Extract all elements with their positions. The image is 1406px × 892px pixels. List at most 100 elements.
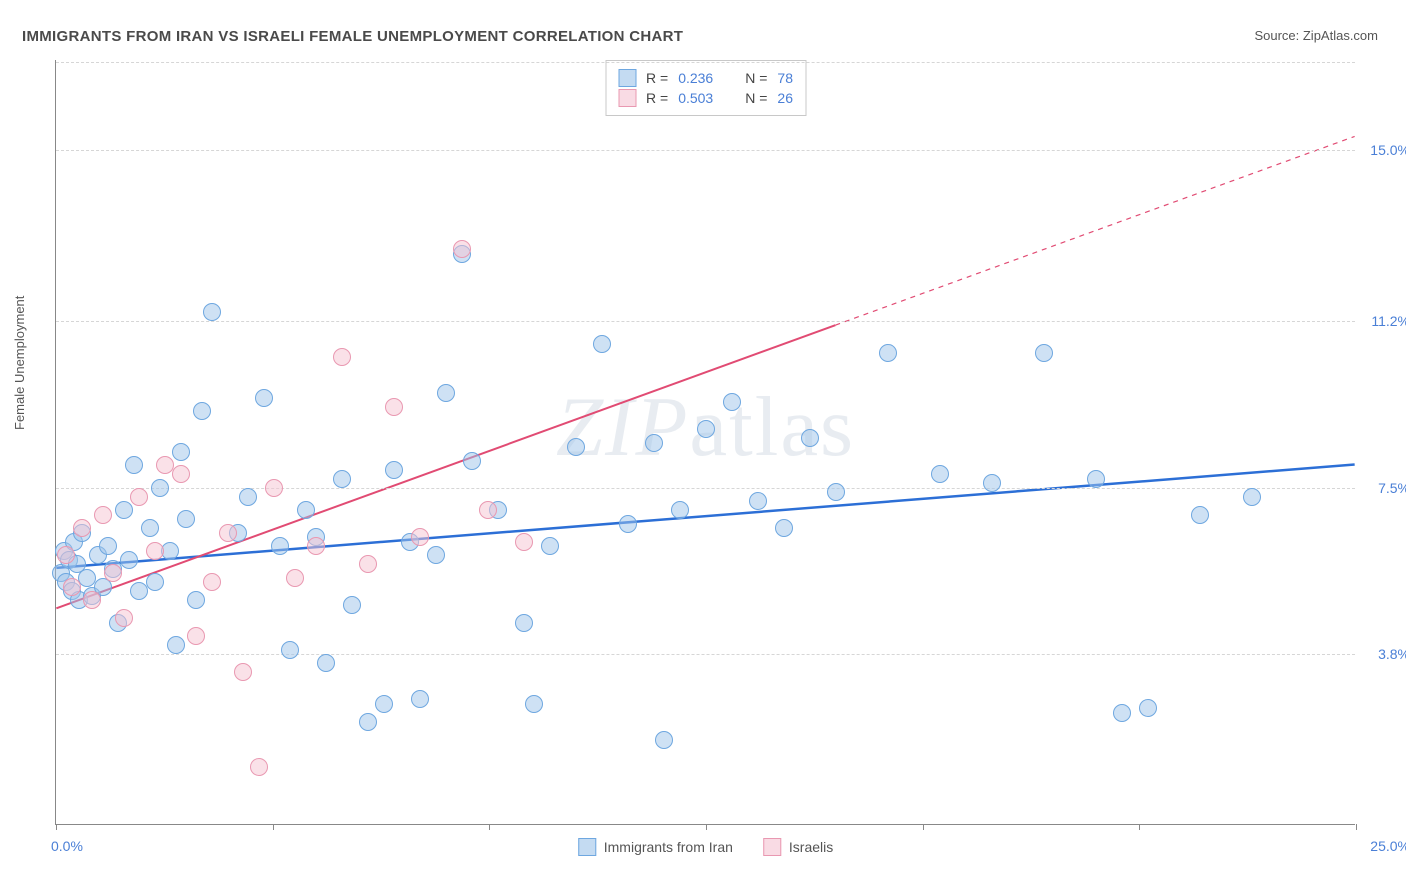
data-point: [187, 591, 205, 609]
legend-swatch: [578, 838, 596, 856]
data-point: [281, 641, 299, 659]
source-attribution: Source: ZipAtlas.com: [1254, 28, 1378, 43]
data-point: [219, 524, 237, 542]
gridline: [56, 321, 1355, 322]
legend-label: Israelis: [789, 839, 833, 855]
y-tick-label: 7.5%: [1360, 480, 1406, 496]
data-point: [385, 398, 403, 416]
data-point: [193, 402, 211, 420]
data-point: [130, 488, 148, 506]
r-value: 0.236: [678, 70, 713, 86]
data-point: [146, 573, 164, 591]
data-point: [63, 578, 81, 596]
data-point: [343, 596, 361, 614]
data-point: [104, 564, 122, 582]
data-point: [567, 438, 585, 456]
x-tick: [923, 824, 924, 830]
y-tick-label: 15.0%: [1360, 142, 1406, 158]
data-point: [187, 627, 205, 645]
data-point: [141, 519, 159, 537]
data-point: [172, 443, 190, 461]
source-prefix: Source:: [1254, 28, 1302, 43]
x-tick: [56, 824, 57, 830]
chart-plot-area: ZIPatlas R =0.236N =78R =0.503N =26 Immi…: [55, 60, 1355, 825]
data-point: [525, 695, 543, 713]
data-point: [161, 542, 179, 560]
legend-swatch: [763, 838, 781, 856]
data-point: [297, 501, 315, 519]
data-point: [177, 510, 195, 528]
data-point: [115, 609, 133, 627]
r-value: 0.503: [678, 90, 713, 106]
data-point: [125, 456, 143, 474]
r-label: R =: [646, 70, 668, 86]
data-point: [250, 758, 268, 776]
data-point: [359, 555, 377, 573]
trend-line: [56, 464, 1354, 567]
data-point: [437, 384, 455, 402]
data-point: [671, 501, 689, 519]
legend-row: R = 0.503 N = 26: [618, 89, 793, 107]
data-point: [1113, 704, 1131, 722]
legend-item: Israelis: [763, 838, 833, 856]
n-label: N =: [745, 70, 767, 86]
x-tick: [706, 824, 707, 830]
data-point: [94, 506, 112, 524]
data-point: [146, 542, 164, 560]
data-point: [271, 537, 289, 555]
data-point: [1087, 470, 1105, 488]
data-point: [1191, 506, 1209, 524]
data-point: [655, 731, 673, 749]
data-point: [385, 461, 403, 479]
data-point: [359, 713, 377, 731]
data-point: [801, 429, 819, 447]
data-point: [120, 551, 138, 569]
data-point: [645, 434, 663, 452]
legend-swatch: [618, 89, 636, 107]
n-value: 26: [777, 90, 793, 106]
data-point: [827, 483, 845, 501]
data-point: [541, 537, 559, 555]
data-point: [57, 546, 75, 564]
gridline: [56, 62, 1355, 63]
legend-item: Immigrants from Iran: [578, 838, 733, 856]
data-point: [463, 452, 481, 470]
data-point: [775, 519, 793, 537]
data-point: [931, 465, 949, 483]
data-point: [151, 479, 169, 497]
x-tick: [273, 824, 274, 830]
data-point: [167, 636, 185, 654]
trend-line-extrapolated: [835, 136, 1354, 325]
data-point: [333, 470, 351, 488]
n-label: N =: [745, 90, 767, 106]
data-point: [1139, 699, 1157, 717]
r-label: R =: [646, 90, 668, 106]
legend-swatch: [618, 69, 636, 87]
data-point: [593, 335, 611, 353]
x-axis-min-label: 0.0%: [51, 838, 83, 854]
data-point: [723, 393, 741, 411]
data-point: [749, 492, 767, 510]
data-point: [286, 569, 304, 587]
data-point: [515, 614, 533, 632]
data-point: [375, 695, 393, 713]
data-point: [479, 501, 497, 519]
legend-row: R =0.236N =78: [618, 69, 793, 87]
data-point: [172, 465, 190, 483]
data-point: [697, 420, 715, 438]
data-point: [427, 546, 445, 564]
series-legend: Immigrants from Iran Israelis: [578, 838, 834, 856]
data-point: [203, 573, 221, 591]
x-axis-max-label: 25.0%: [1370, 838, 1406, 854]
gridline: [56, 654, 1355, 655]
data-point: [255, 389, 273, 407]
data-point: [234, 663, 252, 681]
y-tick-label: 3.8%: [1360, 646, 1406, 662]
gridline: [56, 150, 1355, 151]
data-point: [83, 591, 101, 609]
x-tick: [1139, 824, 1140, 830]
x-tick: [1356, 824, 1357, 830]
data-point: [983, 474, 1001, 492]
data-point: [1243, 488, 1261, 506]
data-point: [317, 654, 335, 672]
